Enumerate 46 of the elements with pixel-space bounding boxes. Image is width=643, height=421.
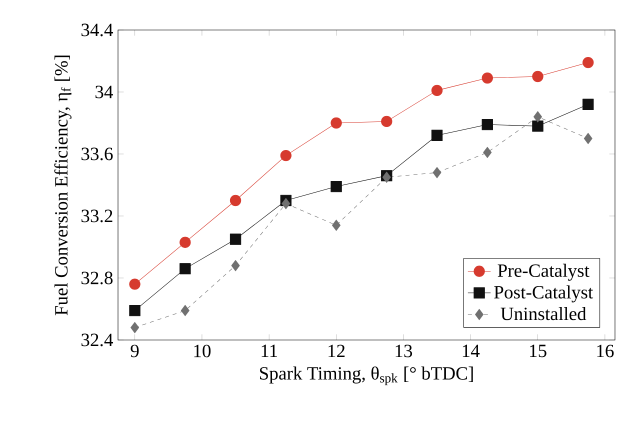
point [231,260,240,272]
point [482,72,493,84]
y-tick-label: 33.6 [82,148,113,160]
point [130,322,140,334]
y-tick-label: 32.8 [82,272,113,284]
y-axis-title: Fuel Conversion Efficiency, η$_{f}$ [%] [54,56,72,316]
point [332,220,341,231]
point [431,130,443,141]
point [432,166,442,178]
point [330,117,342,129]
y-tick-label: 33.2 [82,210,112,222]
legend-label: Post-Catalyst [494,285,594,302]
point [180,263,191,274]
point [280,150,292,162]
x-tick-label: 13 [396,344,412,358]
x-axis-title: Spark Timing, θ$_{spk}$ [° bTDC] [260,366,473,386]
point [483,146,492,158]
legend-label: Uninstalled [500,307,586,320]
point [482,118,493,130]
point [381,116,392,128]
point [180,304,190,316]
y-tick-label: 32.4 [82,334,114,346]
point [230,194,242,206]
x-tick-label: 10 [194,344,211,358]
point [431,84,443,96]
point [230,234,242,245]
legend-label: Pre-Catalyst [498,264,590,281]
x-tick-label: 12 [328,344,345,358]
x-tick-label: 9 [130,344,139,358]
y-tick-label: 34 [96,86,114,98]
point [330,180,342,192]
y-tick-label: 34.4 [82,24,114,36]
point [129,278,140,290]
point [582,56,594,68]
point [533,111,542,122]
point [532,70,544,82]
point [180,236,191,248]
x-tick-label: 15 [530,344,546,358]
point [582,98,594,110]
x-tick-label: 14 [462,344,480,358]
point [532,120,544,132]
x-tick-label: 11 [262,344,277,358]
point [584,132,592,144]
point [282,198,290,210]
x-tick-label: 16 [597,344,614,358]
point [129,304,140,316]
